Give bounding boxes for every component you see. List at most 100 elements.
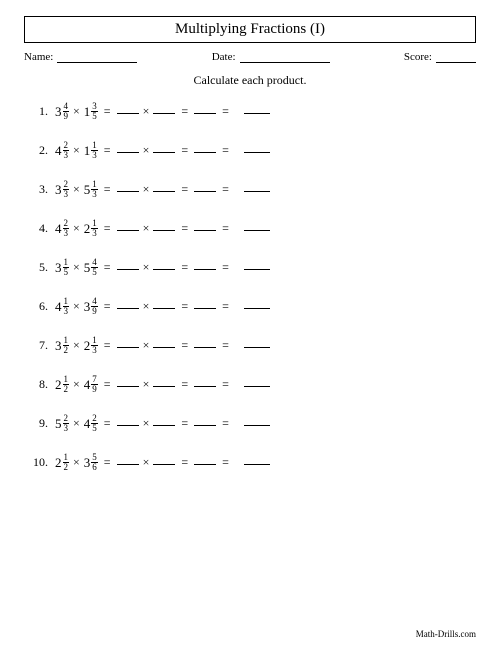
equals-sign: = — [181, 455, 188, 470]
equals-sign: = — [222, 377, 229, 392]
fraction-part: 13 — [91, 180, 98, 199]
fraction-part: 15 — [63, 258, 70, 277]
mixed-number: 413 — [55, 297, 69, 316]
answer-blank[interactable] — [117, 145, 139, 153]
answer-blank[interactable] — [117, 418, 139, 426]
answer-blank[interactable] — [117, 379, 139, 387]
answer-blank[interactable] — [194, 418, 216, 426]
answer-blank[interactable] — [117, 184, 139, 192]
answer-blank[interactable] — [153, 301, 175, 309]
whole-part: 2 — [84, 221, 91, 237]
times-operator: × — [73, 104, 80, 119]
mixed-number: 213 — [84, 219, 98, 238]
equals-sign: = — [222, 182, 229, 197]
times-operator: × — [73, 416, 80, 431]
whole-part: 3 — [84, 455, 91, 471]
answer-blank[interactable] — [117, 340, 139, 348]
mixed-number: 312 — [55, 336, 69, 355]
answer-blank[interactable] — [117, 106, 139, 114]
page-title: Multiplying Fractions (I) — [24, 16, 476, 43]
answer-blank[interactable] — [117, 262, 139, 270]
whole-part: 4 — [55, 221, 62, 237]
denominator: 5 — [91, 112, 98, 121]
equals-sign: = — [104, 104, 111, 119]
times-operator: × — [143, 455, 150, 470]
date-blank[interactable] — [240, 52, 330, 63]
answer-blank[interactable] — [153, 340, 175, 348]
mixed-number: 356 — [84, 453, 98, 472]
times-operator: × — [143, 338, 150, 353]
fraction-part: 12 — [63, 375, 70, 394]
times-operator: × — [143, 182, 150, 197]
answer-blank[interactable] — [244, 301, 270, 309]
mixed-number: 212 — [55, 453, 69, 472]
mixed-number: 545 — [84, 258, 98, 277]
problem-row: 8.212×479=×== — [30, 375, 476, 394]
problem-number: 2. — [30, 143, 48, 158]
problem-row: 4.423×213=×== — [30, 219, 476, 238]
answer-blank[interactable] — [244, 379, 270, 387]
equals-sign: = — [104, 338, 111, 353]
equals-sign: = — [181, 338, 188, 353]
name-label: Name: — [24, 51, 53, 63]
times-operator: × — [143, 143, 150, 158]
fraction-part: 13 — [91, 219, 98, 238]
answer-blank[interactable] — [153, 262, 175, 270]
answer-blank[interactable] — [153, 145, 175, 153]
equals-sign: = — [181, 260, 188, 275]
mixed-number: 349 — [84, 297, 98, 316]
fraction-part: 23 — [63, 141, 70, 160]
equals-sign: = — [104, 416, 111, 431]
answer-blank[interactable] — [244, 340, 270, 348]
answer-blank[interactable] — [153, 223, 175, 231]
equals-sign: = — [181, 416, 188, 431]
score-label: Score: — [404, 51, 432, 63]
answer-blank[interactable] — [153, 379, 175, 387]
whole-part: 4 — [84, 416, 91, 432]
date-label: Date: — [212, 51, 236, 63]
answer-blank[interactable] — [244, 223, 270, 231]
answer-blank[interactable] — [194, 301, 216, 309]
answer-blank[interactable] — [244, 145, 270, 153]
answer-blank[interactable] — [153, 418, 175, 426]
answer-blank[interactable] — [153, 106, 175, 114]
times-operator: × — [73, 143, 80, 158]
answer-blank[interactable] — [153, 457, 175, 465]
mixed-number: 113 — [84, 141, 98, 160]
answer-blank[interactable] — [244, 106, 270, 114]
answer-blank[interactable] — [194, 379, 216, 387]
equals-sign: = — [222, 104, 229, 119]
answer-blank[interactable] — [117, 223, 139, 231]
denominator: 2 — [63, 385, 70, 394]
answer-blank[interactable] — [153, 184, 175, 192]
denominator: 9 — [91, 307, 98, 316]
equals-sign: = — [104, 143, 111, 158]
answer-blank[interactable] — [117, 301, 139, 309]
denominator: 3 — [91, 346, 98, 355]
mixed-number: 135 — [84, 102, 98, 121]
answer-blank[interactable] — [117, 457, 139, 465]
answer-blank[interactable] — [244, 457, 270, 465]
whole-part: 4 — [55, 299, 62, 315]
score-blank[interactable] — [436, 52, 476, 63]
answer-blank[interactable] — [244, 262, 270, 270]
problem-row: 5.315×545=×== — [30, 258, 476, 277]
answer-blank[interactable] — [194, 184, 216, 192]
whole-part: 5 — [84, 182, 91, 198]
answer-blank[interactable] — [194, 223, 216, 231]
answer-blank[interactable] — [244, 184, 270, 192]
answer-blank[interactable] — [194, 145, 216, 153]
answer-blank[interactable] — [194, 457, 216, 465]
mixed-number: 212 — [55, 375, 69, 394]
equals-sign: = — [104, 221, 111, 236]
name-blank[interactable] — [57, 52, 137, 63]
equals-sign: = — [222, 455, 229, 470]
answer-blank[interactable] — [194, 106, 216, 114]
answer-blank[interactable] — [244, 418, 270, 426]
answer-blank[interactable] — [194, 262, 216, 270]
score-field: Score: — [404, 51, 476, 63]
name-field: Name: — [24, 51, 137, 63]
answer-blank[interactable] — [194, 340, 216, 348]
worksheet-page: Multiplying Fractions (I) Name: Date: Sc… — [0, 0, 500, 647]
equals-sign: = — [104, 455, 111, 470]
